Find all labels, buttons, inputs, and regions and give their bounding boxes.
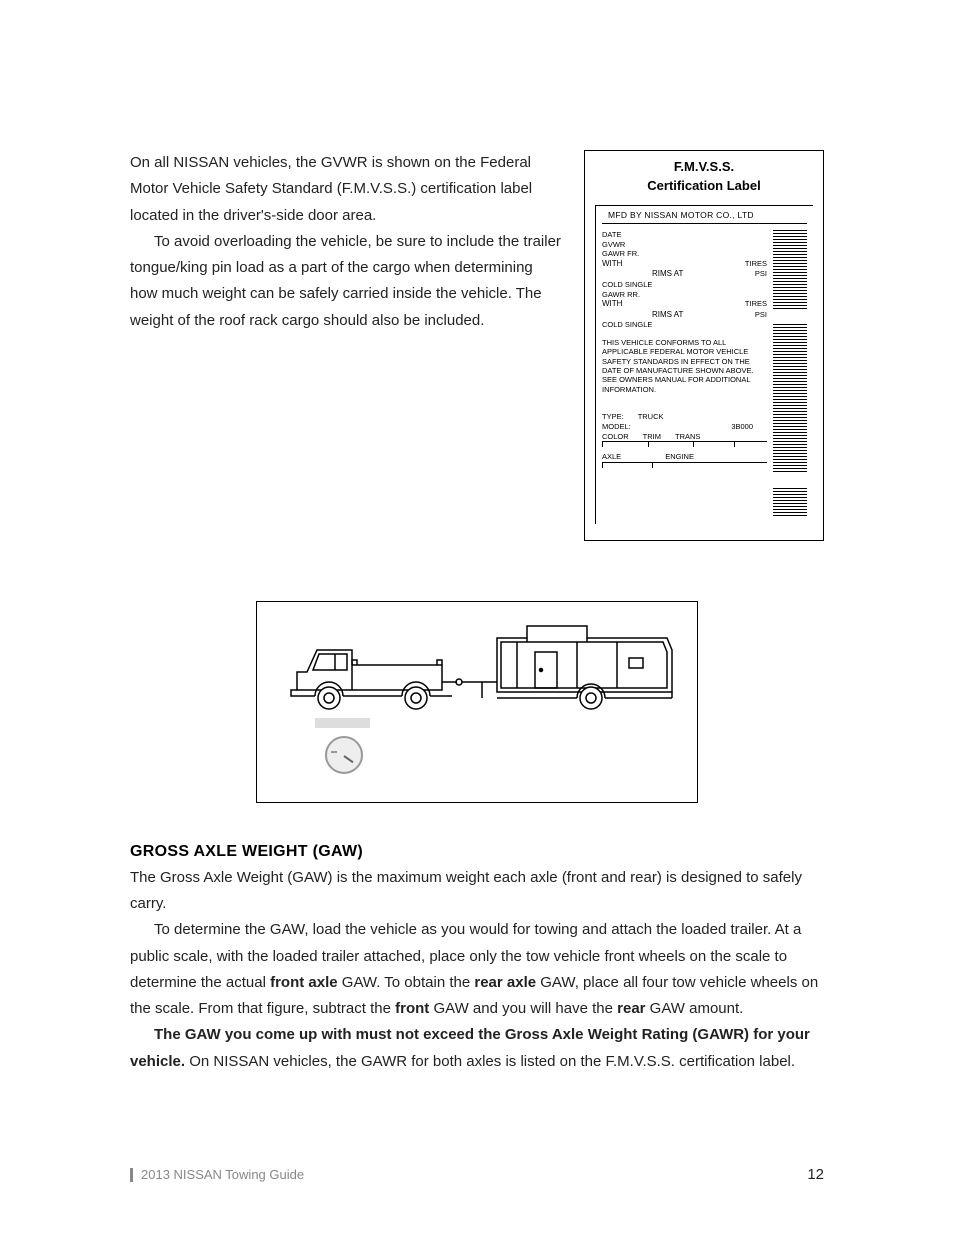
label-field: AXLE: [602, 452, 621, 462]
text: On NISSAN vehicles, the GAWR for both ax…: [185, 1053, 795, 1070]
text-bold: front axle: [270, 974, 338, 991]
label-field: PSI: [755, 269, 767, 279]
text: GAW and you will have the: [429, 1000, 617, 1017]
label-field: WITH: [602, 299, 622, 309]
label-field: TIRES: [745, 299, 767, 309]
label-text-column: DATE GVWR GAWR FR. WITH TIRES RIMS AT PS…: [602, 230, 767, 518]
text-bold: rear axle: [474, 974, 536, 991]
label-row: GAWR RR.: [602, 290, 767, 300]
label-spec: TYPE: TRUCK MODEL: 3B000 COLOR TRIM TRAN…: [602, 412, 767, 473]
text: GAW amount.: [646, 1000, 744, 1017]
top-section: On all NISSAN vehicles, the GVWR is show…: [130, 150, 824, 541]
paragraph: On all NISSAN vehicles, the GVWR is show…: [130, 150, 564, 229]
scale-pad-icon: [315, 718, 370, 728]
text-bold: rear: [617, 1000, 645, 1017]
text-bold: front: [395, 1000, 429, 1017]
page-footer: 2013 NISSAN Towing Guide 12: [130, 1166, 824, 1183]
footer-bar-icon: [130, 1168, 133, 1182]
footer-left: 2013 NISSAN Towing Guide: [130, 1167, 304, 1182]
barcode-icon: [773, 324, 807, 474]
label-field: RIMS AT: [602, 269, 683, 279]
label-subtitle: Certification Label: [595, 178, 813, 195]
paragraph: The Gross Axle Weight (GAW) is the maxim…: [130, 865, 824, 918]
divider: [602, 441, 767, 450]
label-inner: MFD BY NISSAN MOTOR CO., LTD DATE GVWR G…: [595, 205, 813, 524]
label-field: COLOR: [602, 432, 629, 442]
page: On all NISSAN vehicles, the GVWR is show…: [0, 0, 954, 1235]
barcode-icon: [773, 230, 807, 310]
label-field: WITH: [602, 259, 622, 269]
label-mfd: MFD BY NISSAN MOTOR CO., LTD: [602, 210, 807, 224]
label-field: PSI: [755, 310, 767, 320]
barcode-column: [773, 230, 807, 518]
paragraph: The GAW you come up with must not exceed…: [130, 1022, 824, 1075]
label-row: COLD SINGLE: [602, 320, 767, 330]
truck-trailer-icon: [277, 620, 677, 730]
label-field: TRUCK: [638, 412, 664, 422]
text: GAW. To obtain the: [338, 974, 475, 991]
label-body: DATE GVWR GAWR FR. WITH TIRES RIMS AT PS…: [602, 230, 807, 518]
footer-text: 2013 NISSAN Towing Guide: [141, 1167, 304, 1182]
barcode-icon: [773, 488, 807, 518]
label-field: TRIM: [643, 432, 661, 442]
label-row: GAWR FR.: [602, 249, 767, 259]
label-row: RIMS AT PSI: [602, 269, 767, 279]
label-row: RIMS AT PSI: [602, 310, 767, 320]
paragraph: To determine the GAW, load the vehicle a…: [130, 917, 824, 1022]
section-heading: GROSS AXLE WEIGHT (GAW): [130, 843, 824, 861]
label-conformance: THIS VEHICLE CONFORMS TO ALL APPLICABLE …: [602, 338, 767, 394]
truck-trailer-figure: [256, 601, 698, 803]
label-field: TYPE:: [602, 412, 624, 422]
label-field: MODEL:: [602, 422, 631, 432]
label-row: DATE: [602, 230, 767, 240]
paragraph: To avoid overloading the vehicle, be sur…: [130, 229, 564, 334]
intro-text: On all NISSAN vehicles, the GVWR is show…: [130, 150, 564, 541]
divider: [602, 462, 767, 471]
label-title: F.M.V.S.S.: [595, 159, 813, 176]
certification-label: F.M.V.S.S. Certification Label MFD BY NI…: [584, 150, 824, 541]
label-field: TRANS: [675, 432, 700, 442]
label-field: 3B000: [731, 422, 753, 432]
body-text: The Gross Axle Weight (GAW) is the maxim…: [130, 865, 824, 1075]
scale-gauge-icon: [325, 736, 363, 774]
label-field: ENGINE: [665, 452, 694, 462]
label-row: COLD SINGLE: [602, 280, 767, 290]
label-field: RIMS AT: [602, 310, 683, 320]
label-row: WITH TIRES: [602, 259, 767, 269]
label-row: WITH TIRES: [602, 299, 767, 309]
label-field: TIRES: [745, 259, 767, 269]
page-number: 12: [807, 1166, 824, 1183]
label-row: GVWR: [602, 240, 767, 250]
